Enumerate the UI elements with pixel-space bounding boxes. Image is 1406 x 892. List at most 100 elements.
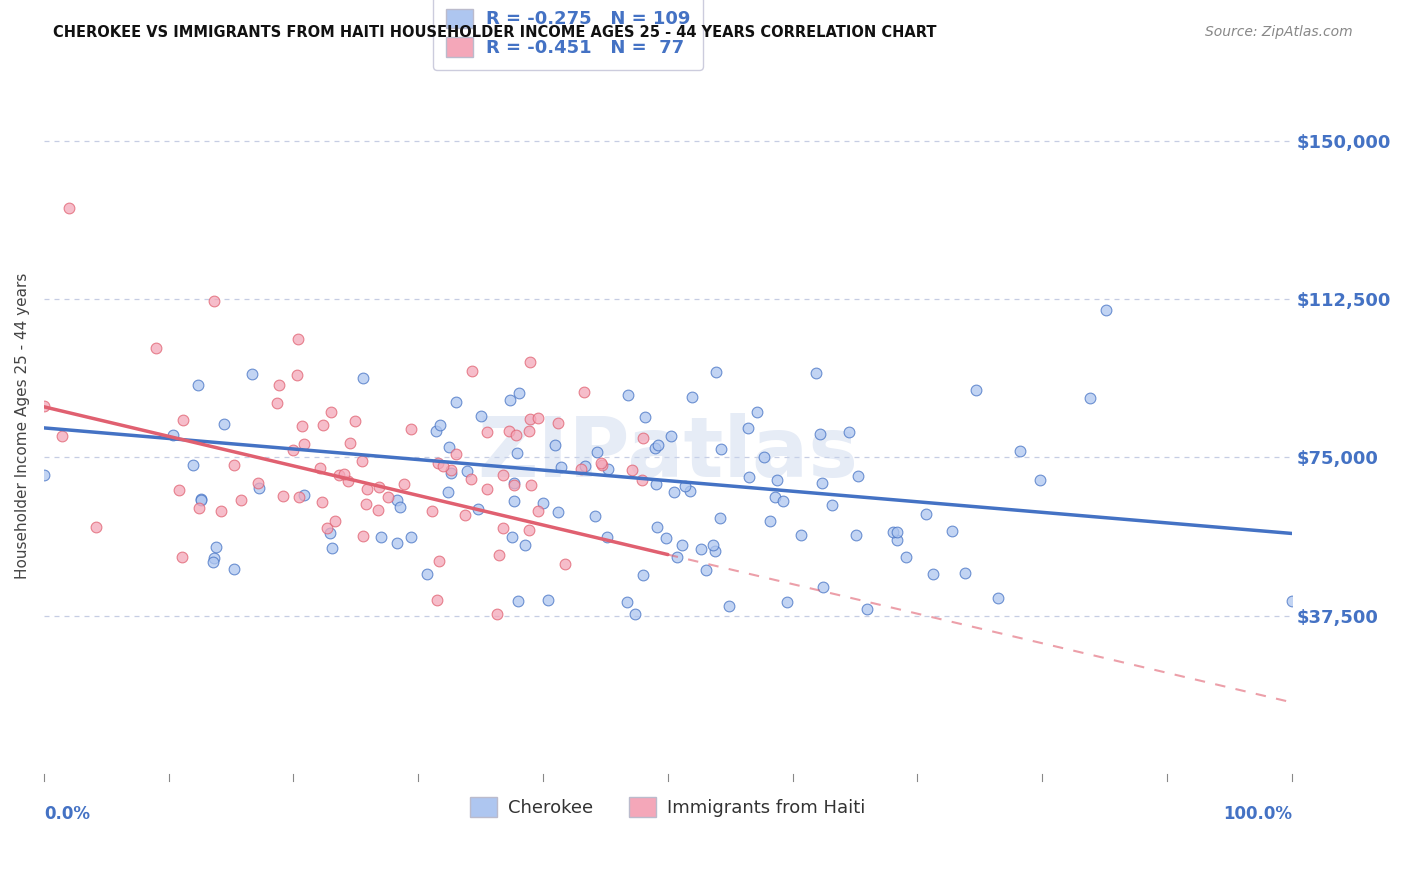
Point (205, 540, 228, 554)
Point (886, 533, 908, 548)
Point (247, 481, 270, 495)
Point (367, 480, 389, 494)
Point (845, 528, 868, 542)
Point (333, 467, 356, 481)
Point (352, 370, 374, 384)
Point (772, 494, 794, 508)
Point (224, 562, 246, 576)
Point (704, 544, 727, 558)
Point (58, 202, 80, 216)
Point (503, 478, 526, 492)
Point (506, 593, 529, 607)
Point (337, 474, 360, 488)
Point (1078, 391, 1101, 405)
Point (537, 592, 560, 607)
Point (547, 416, 569, 430)
Point (425, 424, 447, 438)
Point (765, 473, 787, 487)
Point (583, 508, 606, 523)
Point (569, 462, 592, 476)
Point (422, 504, 444, 518)
Point (631, 567, 654, 582)
Point (624, 607, 647, 621)
Point (470, 409, 492, 423)
Point (454, 508, 477, 523)
Point (339, 435, 361, 450)
Point (446, 394, 468, 409)
Point (344, 414, 367, 428)
Point (486, 607, 509, 621)
Point (145, 342, 167, 356)
Point (389, 500, 412, 514)
Point (475, 482, 498, 496)
Point (367, 503, 389, 517)
Point (894, 549, 917, 564)
Point (664, 484, 686, 499)
Point (543, 438, 565, 452)
Point (752, 450, 775, 464)
Legend: Cherokee, Immigrants from Haiti: Cherokee, Immigrants from Haiti (463, 790, 873, 824)
Point (671, 538, 693, 552)
Point (415, 567, 437, 582)
Point (620, 463, 643, 477)
Point (527, 504, 550, 518)
Point (291, 419, 314, 434)
Point (498, 424, 520, 438)
Point (810, 475, 832, 490)
Point (399, 530, 422, 544)
Point (488, 548, 510, 562)
Point (886, 524, 908, 539)
Point (328, 468, 350, 483)
Point (710, 442, 733, 456)
Point (554, 557, 576, 571)
Point (311, 495, 333, 509)
Point (1008, 443, 1031, 458)
Point (169, 483, 191, 498)
Point (240, 367, 263, 381)
Point (461, 364, 484, 378)
Point (460, 472, 482, 486)
Point (392, 476, 415, 491)
Point (350, 453, 373, 467)
Point (738, 469, 761, 483)
Point (644, 441, 666, 455)
Point (492, 521, 515, 535)
Point (492, 467, 515, 482)
Point (354, 497, 377, 511)
Point (673, 479, 696, 493)
Point (572, 384, 595, 399)
Point (718, 599, 741, 613)
Point (323, 514, 346, 528)
Point (292, 436, 315, 450)
Point (456, 464, 478, 478)
Point (162, 428, 184, 442)
Point (503, 494, 526, 508)
Point (202, 551, 225, 566)
Point (273, 489, 295, 503)
Text: 100.0%: 100.0% (1223, 805, 1292, 823)
Point (519, 355, 541, 369)
Point (429, 554, 451, 568)
Point (309, 461, 332, 475)
Point (502, 475, 524, 490)
Point (689, 541, 711, 556)
Point (547, 505, 569, 519)
Point (202, 555, 225, 569)
Point (385, 493, 408, 508)
Point (32, 400, 55, 414)
Text: ZIPatlas: ZIPatlas (477, 413, 858, 494)
Point (288, 490, 311, 504)
Point (517, 424, 540, 438)
Point (914, 507, 936, 521)
Point (188, 500, 211, 515)
Point (319, 525, 342, 540)
Point (1094, 302, 1116, 317)
Point (1281, 594, 1303, 608)
Point (172, 550, 194, 565)
Point (596, 530, 619, 544)
Point (316, 521, 339, 535)
Point (172, 413, 194, 427)
Point (399, 422, 422, 436)
Point (681, 390, 703, 404)
Point (229, 493, 252, 508)
